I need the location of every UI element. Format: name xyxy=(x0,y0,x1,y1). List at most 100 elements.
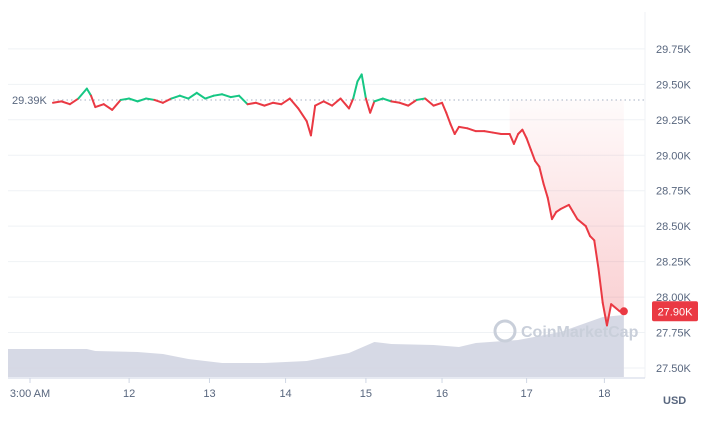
x-tick-label: 17 xyxy=(520,388,532,400)
price-segment xyxy=(314,100,325,107)
price-segment xyxy=(119,97,131,101)
price-segment xyxy=(542,182,549,199)
price-segment xyxy=(432,101,444,107)
price-segment xyxy=(445,111,452,126)
price-segment xyxy=(128,97,139,103)
price-segment xyxy=(271,101,283,106)
current-price-badge-label: 27.90K xyxy=(658,306,694,318)
price-segment xyxy=(373,97,384,103)
current-price-badge-bg xyxy=(652,301,698,322)
price-segment xyxy=(415,97,427,101)
y-tick-label: 29.00K xyxy=(656,150,692,162)
price-segment xyxy=(229,94,241,99)
price-segment xyxy=(534,159,541,168)
price-segment xyxy=(441,101,448,114)
drop-gradient-area xyxy=(509,99,624,326)
price-segment xyxy=(483,130,494,134)
price-segment xyxy=(593,239,600,270)
price-segment xyxy=(178,94,190,100)
price-segment xyxy=(584,225,592,238)
price-segment xyxy=(263,101,274,107)
x-tick-label: 16 xyxy=(436,388,448,400)
price-segment xyxy=(567,203,575,213)
x-tick-label: 13 xyxy=(203,388,215,400)
price-segment xyxy=(538,165,545,185)
price-segment xyxy=(457,125,469,130)
price-segment xyxy=(254,101,266,107)
y-tick-label: 28.00K xyxy=(656,292,692,304)
price-segment xyxy=(322,100,334,107)
price-segment xyxy=(576,218,587,228)
price-segment xyxy=(212,93,224,97)
y-tick-label: 27.75K xyxy=(656,328,692,340)
x-axis-ticks: 3:00 AM 12 13 14 15 16 17 18 xyxy=(8,377,645,400)
y-axis-ticks: 29.75K 29.50K 29.25K 29.00K 28.75K 28.50K 28.2… xyxy=(656,44,692,375)
price-segment xyxy=(572,210,579,221)
current-price-dot xyxy=(619,307,628,316)
currency-unit-label: USD xyxy=(663,395,686,407)
watermark-text: CoinMarketCap xyxy=(521,324,639,341)
price-segment xyxy=(529,148,537,162)
y-tick-label: 29.25K xyxy=(656,115,692,127)
price-segment xyxy=(449,123,456,135)
price-segment xyxy=(550,210,558,221)
price-segment xyxy=(546,196,553,221)
price-segment xyxy=(52,100,63,104)
price-segment xyxy=(94,103,105,109)
price-segment xyxy=(153,98,164,104)
price-segment xyxy=(453,125,460,135)
price-segment xyxy=(161,97,173,104)
price-segment xyxy=(102,103,114,111)
price-segment xyxy=(77,87,88,100)
price-segment xyxy=(369,100,376,114)
price-segment xyxy=(381,97,393,103)
y-tick-label: 27.50K xyxy=(656,363,692,375)
y-tick-label: 28.75K xyxy=(656,186,692,198)
price-segment xyxy=(309,104,317,137)
reference-label-bg xyxy=(8,90,52,109)
price-segment xyxy=(398,101,410,107)
price-segment xyxy=(331,97,342,107)
x-tick-label: 15 xyxy=(360,388,372,400)
price-segment xyxy=(364,97,372,114)
y-tick-label: 28.25K xyxy=(656,257,692,269)
price-segment xyxy=(390,100,401,104)
price-segment xyxy=(68,97,80,106)
price-segment xyxy=(297,107,308,123)
price-segment xyxy=(605,303,613,327)
x-tick-label: 14 xyxy=(279,388,291,400)
y-tick-label: 28.50K xyxy=(656,221,692,233)
current-price-badge: 27.90K xyxy=(652,301,698,322)
price-segment xyxy=(221,93,232,99)
volume-path xyxy=(8,315,624,377)
price-segment xyxy=(60,100,71,106)
price-segment xyxy=(508,132,515,145)
y-tick-label: 29.50K xyxy=(656,79,692,91)
watermark: CoinMarketCap xyxy=(493,319,639,343)
price-segment xyxy=(466,127,477,133)
price-segment xyxy=(601,301,608,327)
price-segment xyxy=(610,303,621,313)
price-segment xyxy=(85,87,93,97)
coinmarketcap-logo-icon xyxy=(493,319,517,343)
y-tick-label: 29.75K xyxy=(656,44,692,56)
reference-line: 29.39K xyxy=(8,90,645,109)
price-segment xyxy=(348,97,355,110)
reference-price-label: 29.39K xyxy=(12,95,48,107)
x-tick-label: 18 xyxy=(598,388,610,400)
price-segment xyxy=(339,97,350,110)
price-segment xyxy=(136,97,148,103)
price-segment xyxy=(525,137,532,151)
drop-area xyxy=(509,99,624,326)
price-segment xyxy=(407,98,418,107)
price-line xyxy=(52,73,628,327)
price-segment xyxy=(352,80,359,100)
price-segment xyxy=(597,267,604,304)
price-segment xyxy=(246,101,257,106)
price-segment xyxy=(360,73,367,100)
price-segment xyxy=(238,94,249,106)
price-segment xyxy=(305,120,312,137)
price-segment xyxy=(145,97,156,101)
